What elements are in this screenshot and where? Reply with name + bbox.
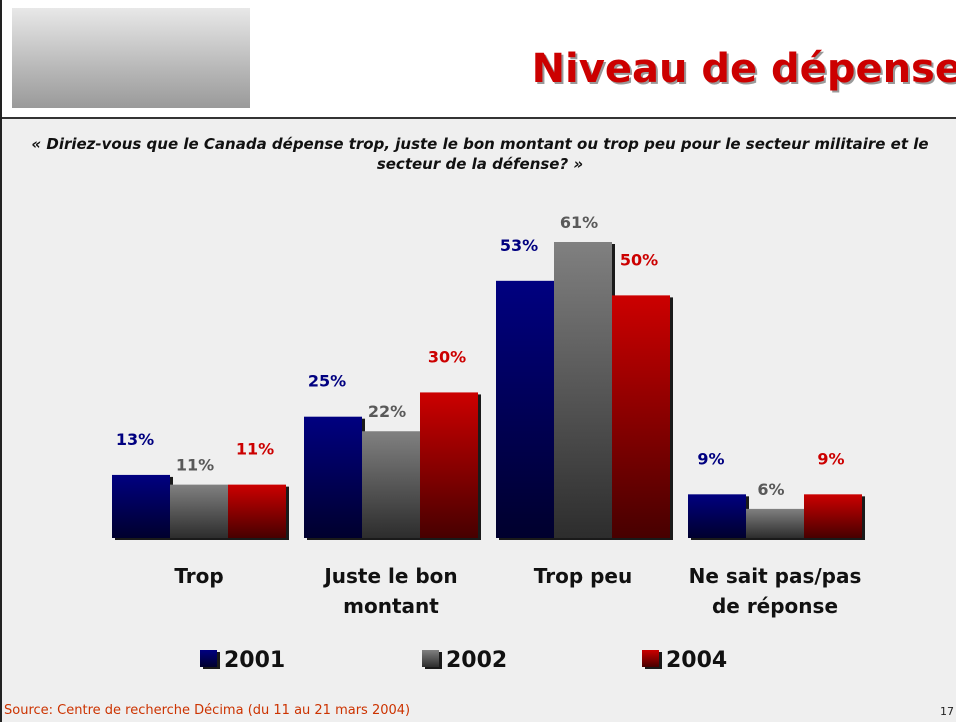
bar (362, 431, 420, 538)
legend-label: 2002 (446, 648, 507, 673)
legend-label: 2004 (666, 648, 727, 673)
bar (746, 509, 804, 538)
legend-swatch (642, 650, 659, 667)
category-label: Ne sait pas/pas de réponse (685, 561, 865, 621)
page-number: 17 (940, 705, 954, 718)
legend-swatch (200, 650, 217, 667)
bar (496, 281, 554, 538)
source: Source: Centre de recherche Décima (du 1… (4, 703, 410, 718)
value-label: 30% (428, 347, 466, 366)
category-label: Trop peu (493, 561, 673, 591)
bar (688, 494, 746, 538)
category-label: Juste le bon montant (301, 561, 481, 621)
legend-label: 2001 (224, 648, 285, 673)
value-label: 9% (697, 449, 724, 468)
bar (112, 475, 170, 538)
bar (170, 485, 228, 538)
value-label: 61% (560, 213, 598, 232)
bar (420, 392, 478, 538)
value-label: 11% (176, 456, 214, 475)
bar (804, 494, 862, 538)
value-label: 25% (308, 372, 346, 391)
value-label: 50% (620, 250, 658, 269)
value-label: 6% (757, 480, 784, 499)
legend-swatch (422, 650, 439, 667)
value-label: 22% (368, 402, 406, 421)
bar (612, 295, 670, 538)
bar (304, 417, 362, 538)
value-label: 13% (116, 430, 154, 449)
value-label: 11% (236, 440, 274, 459)
bar (554, 242, 612, 538)
value-label: 53% (500, 236, 538, 255)
category-label: Trop (109, 561, 289, 591)
slide: Niveau de dépense « Diriez-vous que le C… (0, 0, 956, 722)
bar (228, 485, 286, 538)
value-label: 9% (817, 449, 844, 468)
